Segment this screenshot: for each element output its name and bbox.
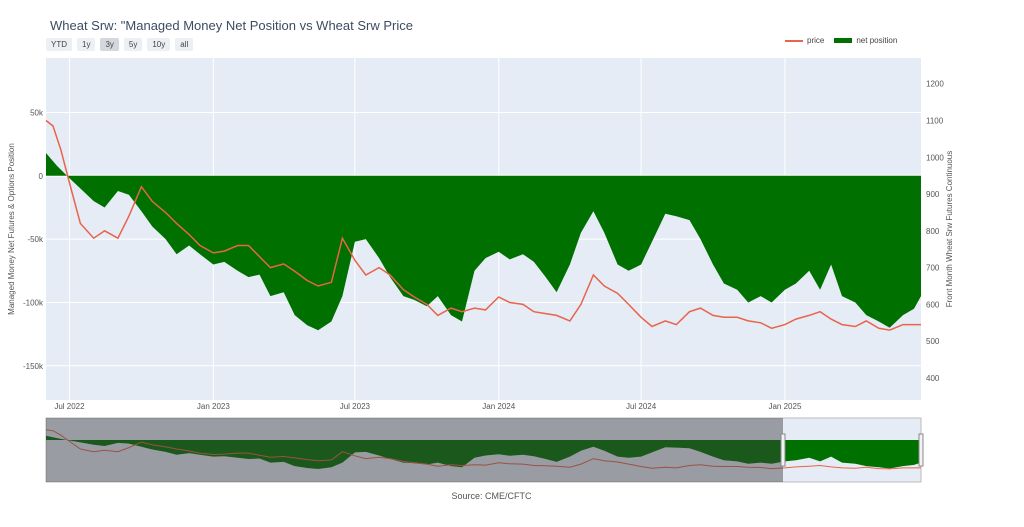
range-slider-mask [46,418,783,482]
legend-item-price[interactable]: price [785,36,824,45]
chart-title: Wheat Srw: "Managed Money Net Position v… [50,18,413,33]
price-swatch [785,39,803,42]
legend-net-label: net position [856,36,898,45]
y-left-tick-label: -100k [23,298,44,307]
net-swatch [834,38,853,43]
y-right-tick-label: 1200 [926,80,944,89]
range-selector: YTD 1y 3y 5y 10y all [46,38,194,51]
y-right-tick-label: 800 [926,227,940,236]
x-tick-label: Jan 2023 [197,402,230,411]
range-slider-net-area [46,435,921,469]
range-slider-right-handle[interactable] [918,433,924,467]
price-line [45,119,921,331]
legend: price net position [785,36,897,45]
y-right-tick-label: 1000 [926,153,944,162]
y-left-tick-label: -50k [27,235,44,244]
x-tick-label: Jan 2025 [768,402,801,411]
x-tick-label: Jul 2023 [340,402,371,411]
x-tick-label: Jul 2022 [54,402,85,411]
y-right-tick-label: 700 [926,264,940,273]
y-left-tick-label: 50k [30,108,44,117]
y-right-axis-title: Front Month Wheat Srw Futures Continuous [945,151,954,308]
y-right-tick-label: 900 [926,190,940,199]
y-left-tick-label: -150k [23,362,44,371]
x-tick-label: Jan 2024 [482,402,515,411]
x-tick-label: Jul 2024 [626,402,657,411]
source-note: Source: CME/CFTC [451,491,532,501]
net-position-area [46,153,921,331]
range-button-ytd[interactable]: YTD [46,38,72,51]
y-left-axis-title: Managed Money Net Futures & Options Posi… [7,143,16,315]
range-button-3y[interactable]: 3y [100,38,119,51]
y-left-tick-label: 0 [39,172,44,181]
range-button-10y[interactable]: 10y [147,38,171,51]
legend-price-label: price [807,36,825,45]
y-right-tick-label: 600 [926,300,940,309]
range-button-5y[interactable]: 5y [123,38,143,51]
legend-item-net[interactable]: net position [834,36,897,45]
y-right-tick-label: 1100 [926,117,944,126]
range-button-1y[interactable]: 1y [77,38,96,51]
range-slider-price-line [45,429,921,470]
range-button-all[interactable]: all [175,38,194,51]
range-slider-left-handle[interactable] [780,433,786,467]
y-right-tick-label: 400 [926,374,940,383]
y-right-tick-label: 500 [926,337,940,346]
